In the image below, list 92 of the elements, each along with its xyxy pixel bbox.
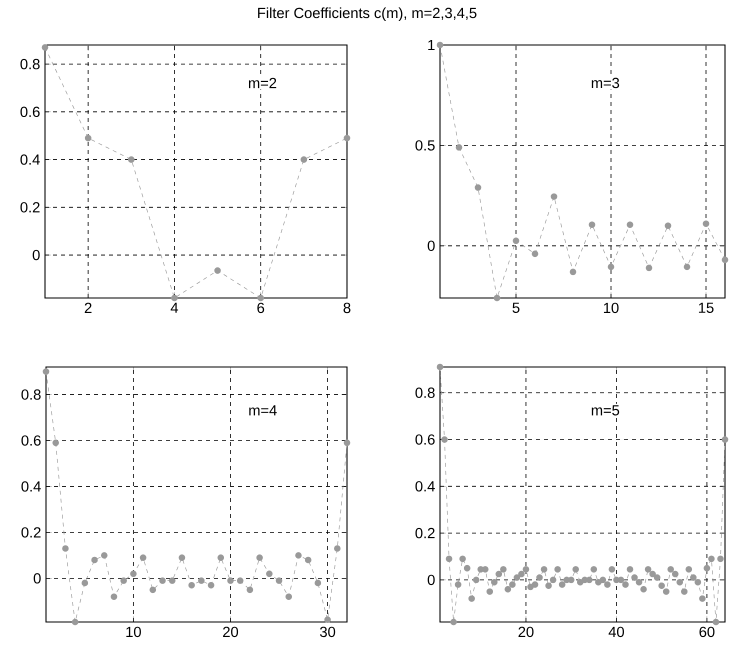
point: [456, 144, 462, 151]
point: [285, 593, 292, 600]
point: [214, 267, 221, 274]
y-tick-label: 0.4: [20, 154, 40, 165]
y-tick-label: 0.2: [20, 202, 40, 212]
point: [300, 156, 308, 163]
point: [256, 554, 263, 561]
point: [257, 294, 264, 302]
point: [702, 220, 710, 227]
point: [128, 156, 135, 163]
chart-title: Filter Coefficients c(m), m=2,3,4,5: [258, 7, 476, 22]
annotation: m=4: [249, 405, 277, 416]
point: [110, 593, 118, 600]
x-tick-label: 8: [344, 302, 350, 314]
point: [178, 554, 186, 561]
x-tick-label: 10: [126, 626, 141, 638]
point: [588, 221, 596, 228]
point: [100, 552, 108, 559]
point: [474, 184, 482, 191]
y-tick-label: 0.4: [415, 481, 435, 492]
annotation: m=3: [592, 78, 620, 88]
y-tick-label: 0.2: [21, 527, 41, 538]
x-tick-label: 20: [223, 626, 238, 638]
x-tick-label: 20: [518, 626, 534, 638]
point: [236, 577, 244, 584]
point: [436, 42, 444, 48]
y-tick-label: 0: [32, 250, 40, 260]
point: [334, 545, 341, 552]
x-tick-label: 6: [257, 302, 264, 314]
y-tick-label: 0.6: [415, 434, 435, 445]
point: [159, 577, 166, 584]
x-tick-label: 10: [604, 302, 619, 314]
point: [82, 580, 88, 586]
y-tick-label: 0.8: [20, 58, 40, 70]
x-tick-label: 30: [320, 626, 336, 638]
x-tick-label: 2: [84, 302, 92, 313]
point: [684, 264, 690, 270]
x-tick-label: 40: [608, 626, 624, 638]
point: [84, 134, 92, 142]
point: [314, 580, 322, 586]
annotation: m=2: [248, 78, 276, 88]
point: [218, 554, 224, 561]
x-tick-label: 5: [512, 302, 520, 313]
point: [722, 256, 728, 264]
point: [246, 586, 254, 594]
point: [168, 577, 176, 584]
x-tick-label: 15: [698, 302, 714, 313]
point: [150, 586, 156, 594]
point: [295, 552, 302, 559]
point: [626, 221, 634, 228]
point: [120, 577, 127, 584]
point: [130, 570, 137, 578]
y-tick-label: 0.5: [415, 140, 435, 151]
point: [512, 238, 520, 244]
y-tick-label: 0.6: [20, 106, 40, 118]
point: [324, 616, 331, 623]
annotation: m=5: [592, 405, 620, 416]
point: [344, 440, 350, 446]
point: [140, 554, 146, 561]
point: [42, 368, 50, 375]
x-tick-label: 60: [700, 626, 714, 638]
point: [171, 294, 178, 302]
y-tick-label: 0: [34, 573, 41, 584]
y-tick-label: 0.2: [415, 528, 435, 538]
point: [188, 582, 195, 589]
point: [646, 264, 652, 272]
point: [91, 556, 98, 564]
point: [208, 582, 214, 589]
y-tick-label: 0: [428, 240, 435, 251]
point: [42, 44, 48, 51]
point: [227, 577, 234, 584]
point: [550, 193, 558, 200]
point: [494, 294, 500, 302]
y-tick-label: 1: [428, 40, 435, 50]
y-tick-label: 0.8: [21, 389, 41, 400]
point: [276, 577, 282, 584]
x-tick-label: 4: [170, 302, 178, 313]
point: [304, 556, 312, 564]
y-tick-label: 0.4: [21, 481, 41, 492]
point: [532, 250, 538, 258]
point: [72, 618, 78, 626]
y-tick-label: 0.6: [21, 435, 41, 446]
point: [266, 570, 273, 578]
point: [344, 134, 350, 142]
y-tick-label: 0: [428, 574, 435, 586]
y-tick-label: 0.8: [415, 388, 435, 398]
point: [608, 264, 614, 270]
point: [570, 268, 576, 276]
point: [52, 440, 59, 446]
point: [664, 222, 672, 229]
point: [198, 577, 205, 584]
point: [62, 545, 69, 552]
